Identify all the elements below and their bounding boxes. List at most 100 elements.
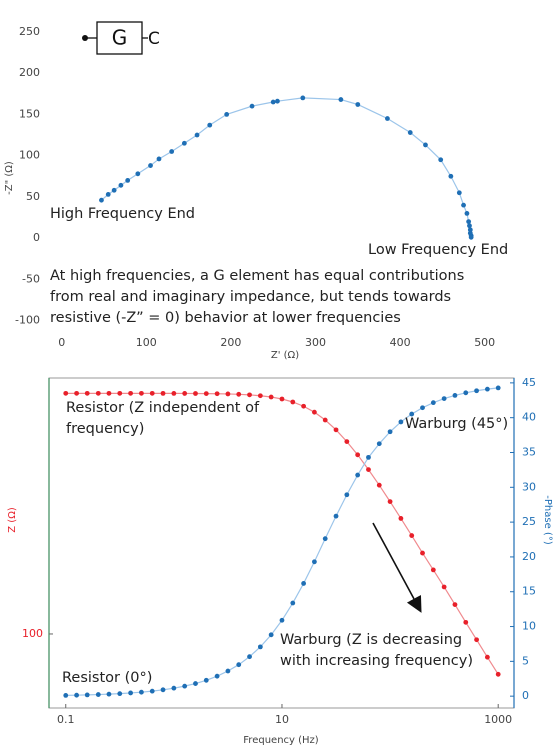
x-tick-label: 200 [220,336,241,349]
data-point [474,637,479,643]
data-point [441,584,447,590]
data-point [181,140,187,146]
y2-tick-label: 0 [522,689,529,702]
y2-tick-label: 20 [522,550,536,563]
data-point [407,130,413,135]
y-tick-label: 100 [22,627,43,640]
data-point [461,202,466,208]
data-point [106,390,112,396]
data-point [467,227,473,233]
data-point [344,439,350,444]
annotation: Warburg (45°) [405,416,508,432]
data-point [456,190,462,196]
data-point [355,452,361,458]
data-point [333,427,339,433]
data-point [387,499,393,505]
y-tick-label: -100 [15,314,40,327]
y-tick-label: 200 [19,66,40,79]
annotation: Resistor (0°) [62,670,152,686]
data-point [420,405,425,411]
data-point [355,102,361,107]
x-axis-label: Frequency (Hz) [243,735,319,746]
data-point [194,132,200,138]
data-point [193,391,198,396]
terminal-label: C [148,29,160,49]
arrow [372,522,422,613]
annotation: Resistor (Z independent of [66,400,260,416]
data-point [135,171,141,177]
data-point [156,156,162,162]
annotation: resistive (-Z” = 0) behavior at lower fr… [50,310,401,326]
data-point [182,683,188,689]
y-axis-label: Z (Ω) [7,507,18,533]
data-point [268,632,274,638]
x-tick-label: 500 [474,336,495,349]
data-point [63,390,69,396]
data-point [448,173,454,179]
data-point [95,692,101,697]
x-tick-label: 0 [58,336,65,349]
y2-tick-label: 25 [522,515,536,528]
data-point [366,467,371,473]
data-point [118,182,124,188]
y-tick-label: 100 [19,149,40,162]
data-point [484,654,490,660]
data-point [355,472,361,478]
x-tick-label: 0.1 [57,713,75,726]
data-point [312,409,317,415]
circuit-symbol: G C [82,21,160,55]
data-point [344,492,350,498]
data-point [423,142,428,148]
data-point [463,619,469,625]
data-point [409,411,415,417]
annotation: Warburg (Z is decreasing [280,632,462,648]
data-point [452,393,458,398]
data-point [430,400,436,406]
data-point [106,691,112,697]
data-point [171,391,177,396]
y-axis-label: -Z" (Ω) [4,161,15,195]
y2-tick-label: 35 [522,445,536,458]
data-point [139,390,144,396]
data-point [148,163,153,168]
y2-tick-label: 15 [522,585,536,598]
data-point [139,689,144,695]
data-point [74,692,79,698]
annotation: with increasing frequency) [280,653,473,669]
element-label: G [112,26,128,50]
x-tick-label: 300 [305,336,326,349]
annotation: At high frequencies, a G element has equ… [50,268,464,284]
data-point [322,536,328,542]
data-point [301,581,307,586]
y2-axis-label: -Phase (°) [542,495,553,545]
y2-tick-label: 30 [522,480,536,493]
data-point [495,385,501,391]
data-point [105,192,111,197]
x-tick-label: 10 [275,713,289,726]
data-point [125,177,131,183]
data-point [268,394,274,400]
data-point [257,393,263,399]
data-point [279,396,285,402]
data-point [247,392,252,398]
data-point [203,677,209,683]
data-point [249,103,255,109]
data-point [290,399,296,405]
y2-tick-label: 45 [522,376,536,389]
y-tick-label: 250 [19,25,40,38]
data-point [270,99,276,105]
data-point [467,223,472,229]
data-point [441,396,447,402]
data-point [128,390,134,396]
data-point [495,671,501,677]
data-point [275,98,280,104]
data-point [338,97,344,102]
x-tick-label: 100 [136,336,157,349]
data-point [438,157,444,163]
y-tick-label: 150 [19,107,40,120]
data-point [301,403,307,409]
data-point [236,391,242,397]
data-point [474,388,479,394]
data-point [376,441,382,447]
data-point [290,600,296,606]
